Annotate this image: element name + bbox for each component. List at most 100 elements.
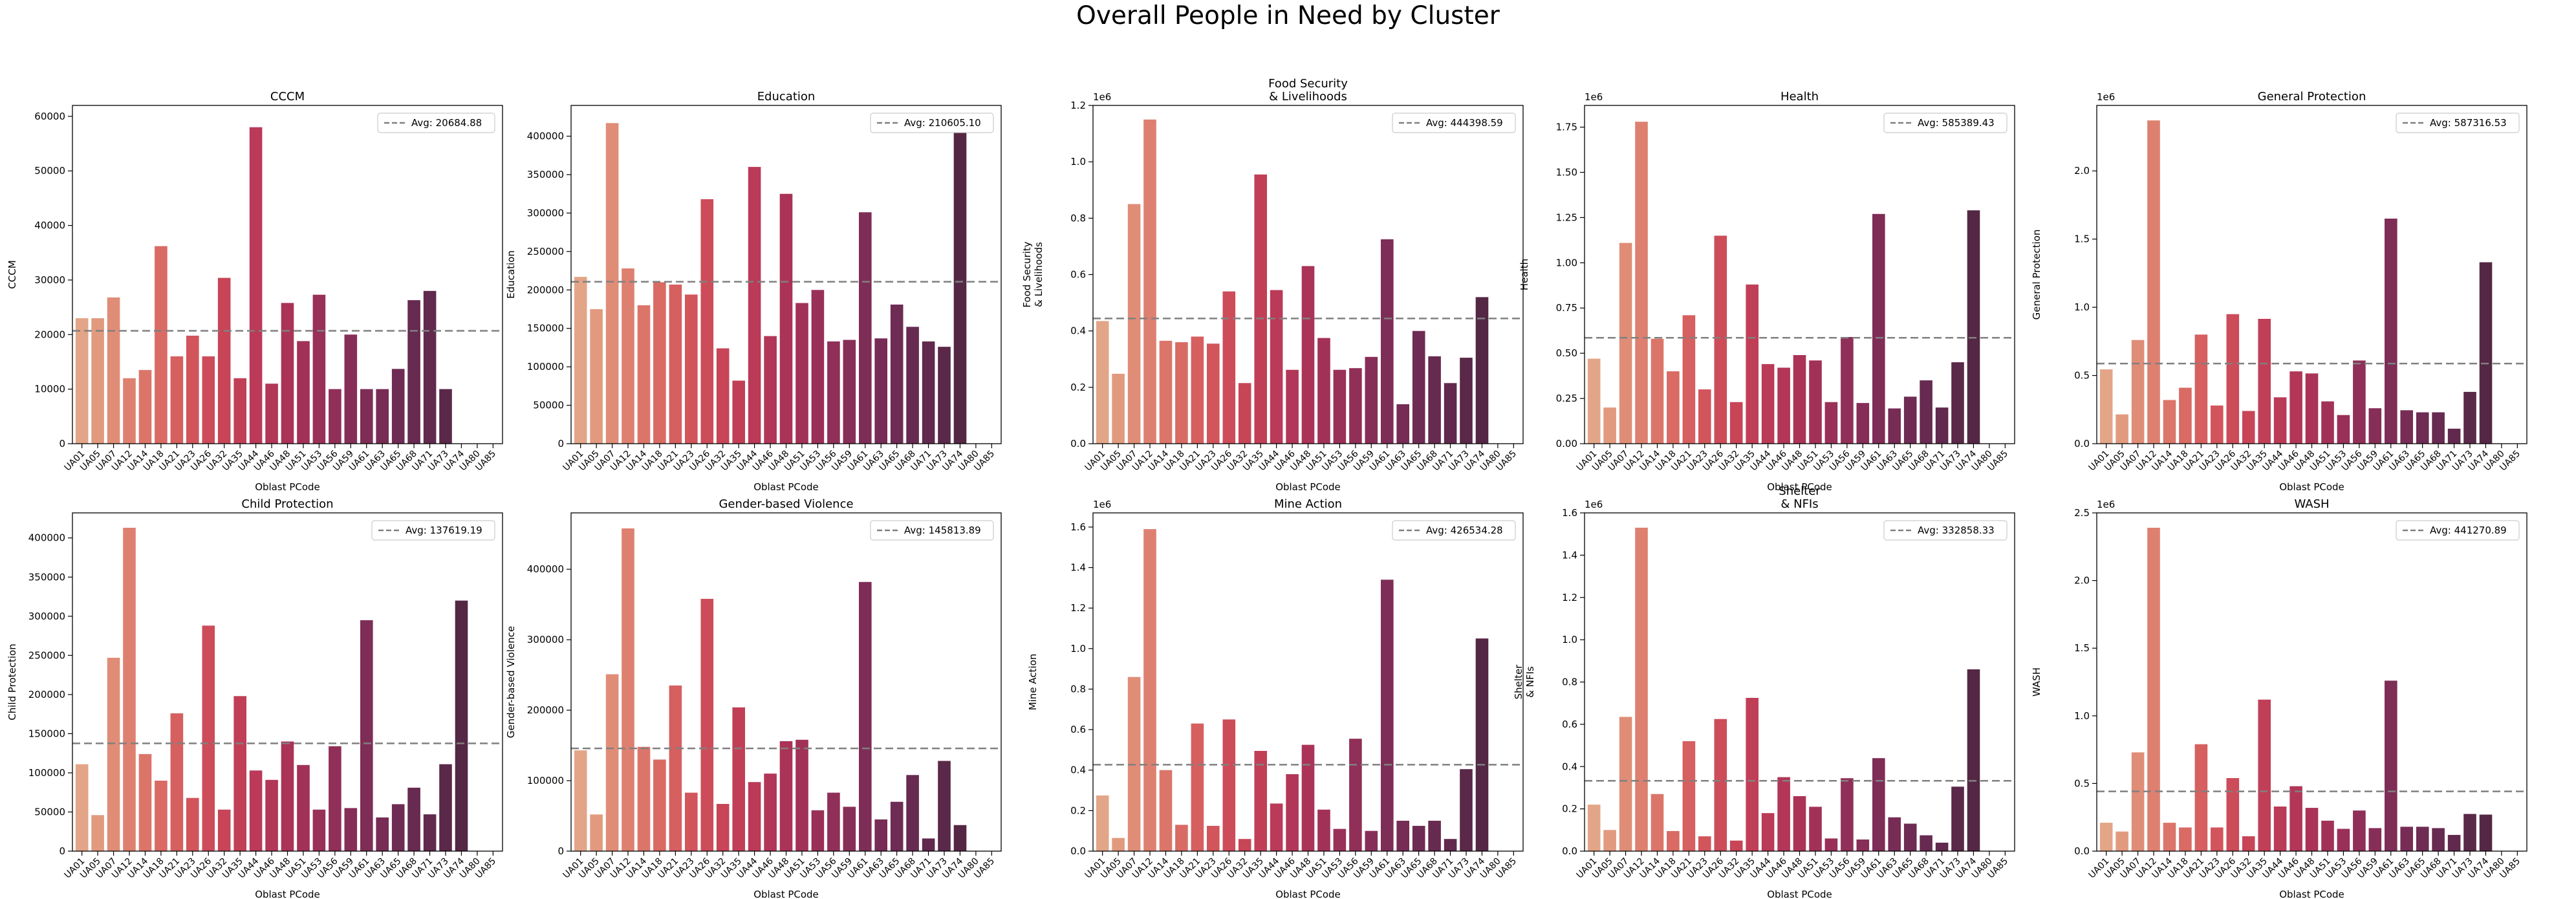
bar-UA26 (2226, 314, 2240, 444)
bar-UA65 (1412, 825, 1425, 851)
bar-UA46 (764, 774, 777, 851)
bar-UA59 (843, 807, 856, 851)
bar-UA14 (1159, 770, 1173, 851)
bar-UA12 (1143, 529, 1156, 851)
y-tick-label: 1.0 (1070, 643, 1086, 655)
y-tick-label: 1.00 (1556, 257, 1577, 268)
bar-UA18 (653, 759, 666, 851)
y-tick-label: 0.50 (1556, 347, 1577, 359)
bar-UA61 (360, 389, 373, 444)
bar-UA68 (407, 300, 420, 444)
bar-UA51 (1809, 360, 1822, 444)
bar-UA68 (407, 787, 420, 851)
subplot-title: General Protection (2258, 90, 2366, 103)
bar-UA59 (1856, 839, 1870, 851)
bar-UA12 (1143, 119, 1156, 444)
y-scale-label: 1e6 (1093, 499, 1111, 510)
bar-UA65 (890, 801, 904, 851)
bar-UA46 (764, 336, 777, 444)
bar-UA74 (1475, 638, 1489, 851)
bar-UA65 (2416, 827, 2429, 851)
y-tick-label: 0.0 (1070, 438, 1086, 450)
legend-label: Avg: 441270.89 (2430, 525, 2507, 536)
bar-UA07 (605, 674, 619, 851)
bar-UA59 (1365, 830, 1378, 851)
bar-UA63 (1396, 821, 1409, 851)
subplot-1: 0100002000030000400005000060000UA01UA05U… (6, 90, 503, 493)
bar-UA51 (2321, 820, 2334, 851)
x-axis-label: Oblast PCode (753, 889, 819, 899)
bar-UA71 (423, 290, 437, 444)
bar-UA53 (1333, 369, 1347, 444)
bar-UA63 (874, 338, 887, 444)
bar-UA71 (1444, 383, 1457, 444)
bar-UA07 (1619, 717, 1632, 851)
bar-UA65 (391, 369, 405, 444)
bar-UA35 (732, 707, 745, 851)
bar-UA01 (1096, 795, 1109, 851)
legend-box (2396, 520, 2520, 541)
bar-UA53 (1824, 838, 1838, 851)
bar-UA48 (1793, 355, 1806, 444)
bar-UA74 (1967, 669, 1980, 851)
bar-UA32 (716, 804, 730, 851)
x-axis-label: Oblast PCode (1275, 481, 1341, 493)
subplot-title: Shelter (1779, 484, 1821, 498)
bar-UA71 (1444, 839, 1457, 851)
bar-UA18 (2179, 827, 2192, 851)
y-tick-label: 1.4 (1562, 549, 1577, 561)
bar-UA26 (1714, 719, 1727, 851)
bar-UA01 (2099, 823, 2113, 851)
y-tick-label: 400000 (527, 563, 564, 575)
bar-UA23 (1207, 825, 1220, 851)
bar-UA14 (1651, 794, 1664, 851)
y-tick-label: 100000 (527, 361, 564, 373)
bar-UA07 (1619, 243, 1632, 444)
bar-UA46 (1777, 777, 1790, 851)
bar-UA18 (653, 282, 666, 444)
y-tick-label: 1.50 (1556, 166, 1577, 178)
bar-UA65 (391, 804, 405, 851)
bar-UA23 (186, 336, 199, 444)
bar-UA68 (1920, 835, 1932, 851)
y-tick-label: 2.5 (2074, 507, 2090, 519)
bar-UA05 (1112, 838, 1125, 851)
y-tick-label: 50000 (533, 400, 564, 411)
y-scale-label: 1e6 (2097, 499, 2115, 510)
bar-UA63 (376, 389, 389, 444)
bar-UA18 (1175, 342, 1188, 444)
bar-UA26 (700, 598, 714, 851)
y-tick-label: 0 (59, 845, 65, 857)
y-tick-label: 100000 (28, 767, 65, 779)
bar-UA53 (2337, 829, 2350, 851)
bar-UA18 (1175, 825, 1188, 851)
y-axis-label: Mine Action (1027, 654, 1039, 711)
bar-UA23 (1698, 389, 1711, 444)
y-tick-label: 1.2 (1070, 100, 1086, 111)
bar-UA32 (2242, 411, 2255, 444)
y-tick-label: 0.0 (2074, 438, 2090, 450)
subplot-title: Food Security (1268, 77, 1348, 91)
y-axis-label: Shelter& NFIs (1513, 664, 1536, 700)
y-tick-label: 300000 (28, 611, 65, 622)
bar-UA01 (2099, 369, 2113, 444)
bar-UA12 (2147, 120, 2160, 444)
subplot-7: 0100000200000300000400000UA01UA05UA07UA1… (505, 497, 1002, 899)
y-tick-label: 0 (557, 438, 564, 450)
y-tick-label: 2.0 (2074, 165, 2090, 177)
subplot-title: & NFIs (1780, 497, 1818, 511)
bar-UA21 (669, 285, 682, 444)
bar-UA18 (155, 781, 168, 851)
legend-box (2396, 113, 2520, 133)
bar-UA07 (107, 297, 120, 444)
bar-UA46 (265, 779, 278, 851)
subplot-title: Education (757, 90, 816, 103)
bar-UA12 (123, 378, 136, 444)
y-tick-label: 200000 (28, 689, 65, 700)
bar-UA74 (2479, 262, 2493, 444)
bar-UA73 (2463, 814, 2476, 851)
bar-UA21 (669, 685, 682, 851)
x-axis-label: Oblast PCode (255, 481, 320, 493)
subplot-6: 0 50000 100000 150000 200000 250000 300000 3500… (6, 497, 503, 899)
bar-UA56 (1349, 739, 1362, 851)
